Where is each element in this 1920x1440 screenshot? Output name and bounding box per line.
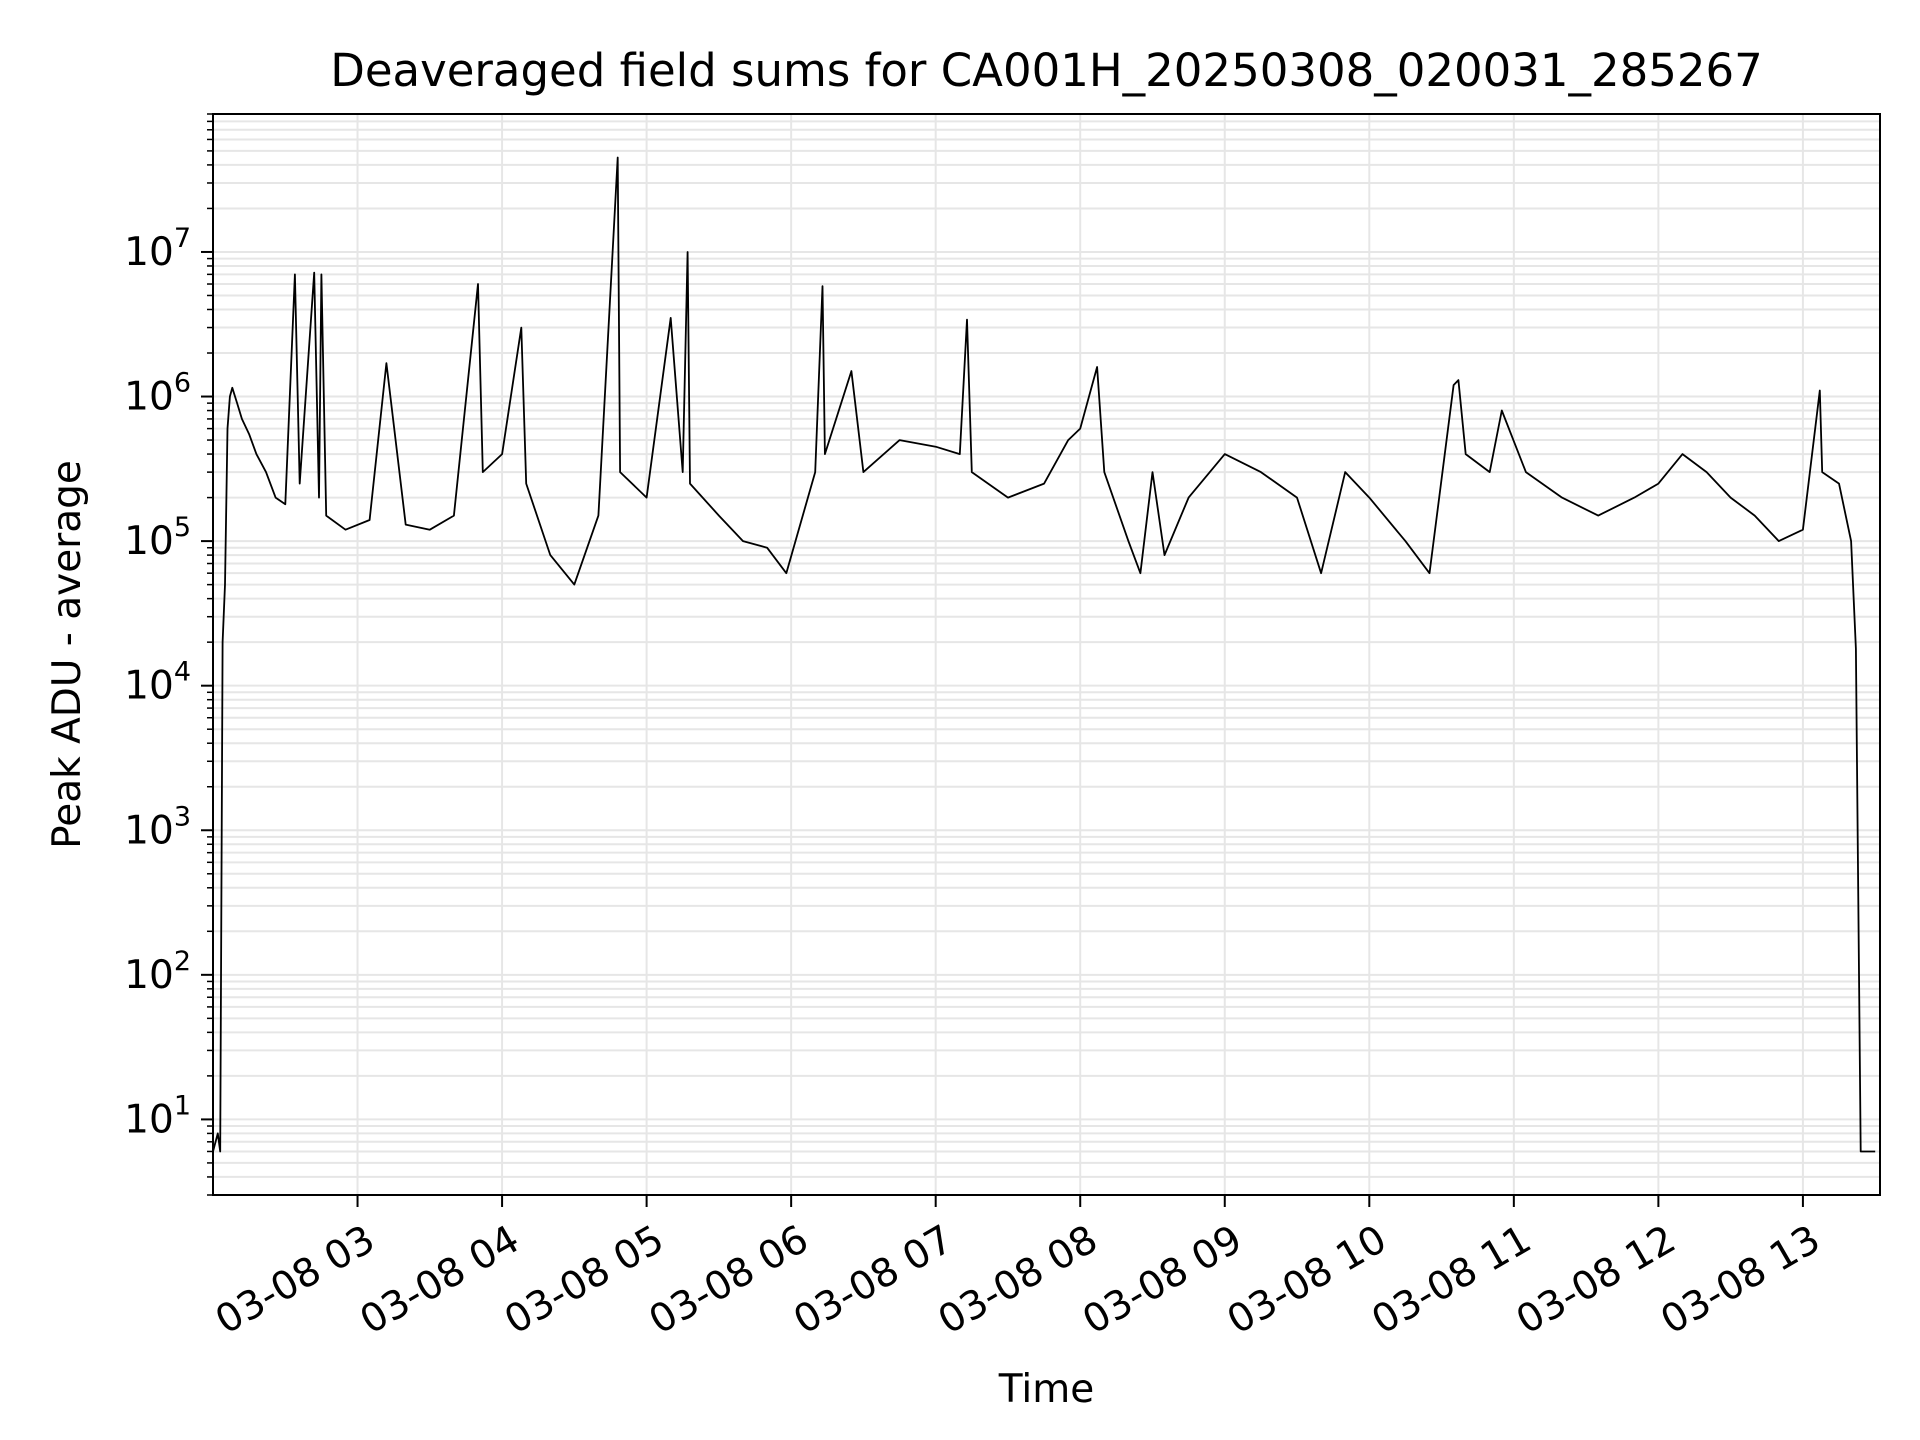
y-axis-label: Peak ADU - average bbox=[45, 460, 90, 849]
grid bbox=[213, 113, 1880, 1196]
y-tick-label: 101 bbox=[124, 1090, 191, 1142]
y-tick-label: 105 bbox=[124, 512, 191, 564]
x-axis-label: Time bbox=[998, 1367, 1094, 1412]
y-tick-label: 104 bbox=[124, 657, 191, 709]
series-line bbox=[212, 156, 1876, 1153]
chart-title: Deaveraged field sums for CA001H_2025030… bbox=[330, 44, 1763, 97]
y-tick-label: 106 bbox=[124, 368, 191, 420]
y-tick-label: 107 bbox=[124, 223, 191, 275]
y-tick-label: 102 bbox=[124, 946, 191, 998]
plot-frame bbox=[212, 113, 1881, 1196]
y-tick-label: 103 bbox=[124, 801, 191, 853]
series-layer bbox=[212, 156, 1876, 1153]
